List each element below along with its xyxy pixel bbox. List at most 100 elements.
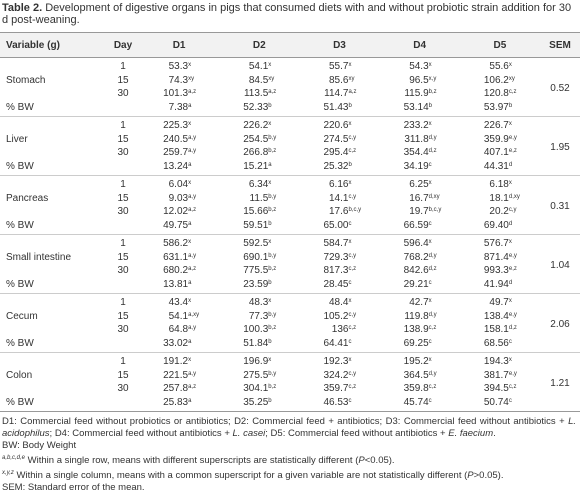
value: 64.41 [323, 337, 349, 349]
superscript: a,y [188, 370, 197, 377]
value: 359.7 [323, 383, 349, 395]
day [107, 337, 139, 353]
variable-group: 1 53.3x 54.1x 55.7x 54.3x 55.6x 0.52 Stomach 15 7… [0, 58, 580, 117]
superscript: c,y [508, 207, 517, 214]
day-row: 1 6.04x 6.34x 6.16x 6.25x 6.18x 0.31 [0, 176, 580, 211]
day: 15 [117, 74, 129, 86]
variable-name [0, 146, 107, 160]
value-cell: 29.21c [380, 278, 460, 294]
superscript: x [508, 298, 512, 305]
value: 120.8 [483, 88, 509, 100]
superscript: x [428, 180, 432, 187]
superscript: e,y [508, 134, 517, 141]
value: 100.3 [243, 324, 269, 336]
variable-name [0, 235, 107, 251]
value: 6.25 [409, 179, 429, 191]
superscript: x [188, 298, 192, 305]
day: 30 [117, 324, 129, 336]
bw-label: % BW [6, 278, 34, 290]
value-cell: 359.7c,z [299, 382, 379, 396]
superscript: b,y [268, 134, 277, 141]
value: 295.4 [323, 147, 349, 159]
bw-label: % BW [6, 160, 34, 172]
bw-row: % BW 33.02a 51.84b 64.41c 69.25c 68.56c [0, 337, 580, 353]
footnote-text: L. acidophilus [2, 416, 576, 439]
footnote-text: Within a single row, means with differen… [25, 455, 359, 467]
value: 311.8 [404, 133, 429, 145]
value-cell: 49.75a [139, 219, 219, 235]
value-cell: 364.5d,y [380, 369, 460, 383]
value: 6.34 [248, 179, 269, 191]
value-cell: 275.5b,y [219, 369, 299, 383]
superscript: b,y [268, 370, 277, 377]
value-cell: 842.6d,z [380, 264, 460, 278]
value-cell: 48.4x [299, 294, 379, 310]
value-cell: 9.03a,y [139, 192, 219, 206]
day: 15 [117, 310, 129, 322]
footnote-superscript: x,y,z [2, 470, 14, 477]
value-cell: 23.59b [219, 278, 299, 294]
value-cell: 226.7x [460, 117, 540, 133]
column-header: D1 [139, 32, 220, 58]
superscript: x,y [428, 75, 437, 82]
superscript: c,z [348, 325, 357, 332]
superscript: a,y [188, 193, 197, 200]
value-cell: 119.8d,y [380, 310, 460, 324]
value: 66.59 [403, 219, 429, 231]
superscript: b,z [428, 89, 437, 96]
superscript: d,y [428, 311, 437, 318]
value: 275.5 [243, 369, 269, 381]
superscript: a [268, 161, 272, 168]
title-label: Table 2. [2, 2, 43, 14]
value-cell: 266.8b,z [219, 146, 299, 160]
superscript: d [508, 220, 513, 227]
value: 15.21 [243, 160, 269, 172]
footnote-text: BW: Body Weight [2, 440, 77, 451]
day: 15 [117, 251, 129, 263]
day-row: Liver 15 240.5a,y 254.5b,y 274.5c,y 311.8d,y 3… [0, 133, 580, 147]
value: 64.8 [168, 324, 189, 336]
value: 576.7 [483, 238, 509, 250]
value: 220.6 [323, 120, 349, 132]
value: 44.31 [483, 160, 509, 172]
variable-group: 1 191.2x 196.9x 192.3x 195.2x 194.3x 1.21 Colon… [0, 353, 580, 412]
value-cell: 993.3e,z [460, 264, 540, 278]
value: 18.1 [489, 192, 509, 204]
value-cell: 35.25b [219, 396, 299, 412]
superscript: a,z [188, 384, 197, 391]
value: 359.8 [403, 383, 429, 395]
value: 77.3 [248, 310, 269, 322]
value: 55.7 [329, 61, 349, 73]
value: 240.5 [163, 133, 189, 145]
value-cell: 220.6x [299, 117, 379, 133]
day-row: 1 586.2x 592.5x 584.7x 596.4x 576.7x 1.04 [0, 235, 580, 270]
superscript: x [428, 121, 432, 128]
value-cell: 6.16x [299, 176, 379, 192]
superscript: c,z [428, 384, 437, 391]
column-header: D4 [379, 32, 460, 58]
value: 17.6 [329, 206, 349, 218]
value: 13.81 [163, 278, 189, 290]
superscript: d,xy [508, 193, 520, 200]
footnote-text: <0.05). [364, 455, 395, 467]
value-cell: 194.3x [460, 353, 540, 369]
superscript: c [348, 279, 352, 286]
value: 381.7 [483, 369, 509, 381]
value-cell: 221.5a,y [139, 369, 219, 383]
value-cell: 42.7x [380, 294, 460, 310]
value: 274.5 [323, 133, 349, 145]
day-row: Pancreas 15 9.03a,y 11.5b,y 14.1c,y 16.7d,xy 1… [0, 192, 580, 206]
value-cell: 68.56c [460, 337, 540, 353]
superscript: b [268, 338, 272, 345]
day-row: 1 43.4x 48.3x 48.4x 42.7x 49.7x 2.06 [0, 294, 580, 329]
footnote-text: . [493, 428, 496, 439]
value: 817.3 [323, 265, 349, 277]
value: 768.2 [403, 251, 429, 263]
value: 221.5 [163, 369, 189, 381]
value-cell: 631.1a,y [139, 251, 219, 265]
value-cell: 44.31d [460, 160, 540, 176]
value: 586.2 [163, 238, 189, 250]
superscript: a [188, 279, 192, 286]
superscript: e,y [508, 370, 517, 377]
superscript: x [268, 298, 272, 305]
